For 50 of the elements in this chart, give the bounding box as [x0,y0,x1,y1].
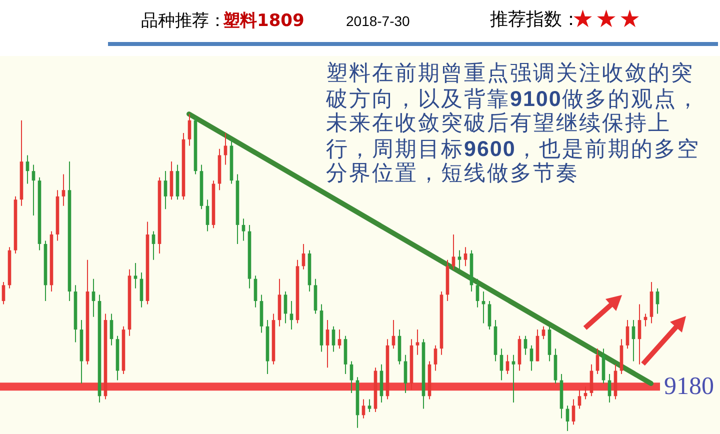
candlestick [392,320,396,350]
candlestick [590,364,594,397]
candlestick [578,389,582,410]
candlestick [452,234,456,270]
candlestick [242,218,246,242]
candlestick [26,154,30,184]
candlestick [62,174,66,206]
candlestick [596,348,600,374]
candlestick [464,246,468,267]
candlestick [524,335,528,356]
candlestick [338,329,342,350]
candlestick [626,320,630,350]
candlestick [224,132,228,166]
candlestick [434,344,438,372]
text: 9180 [664,372,714,402]
candlestick [488,300,492,330]
candlestick [476,278,480,308]
candlestick [332,326,336,352]
candlestick [206,199,210,232]
text: 塑料在前期曾重点强调关注收敛的突破方向，以及背靠9100做多的观点，未来在收敛突破后有望继续保持上行，周期目标9600，也是前期的多空分界位置，短线做多节奏 [326,61,700,186]
candlestick [110,313,114,346]
candlestick [326,320,330,368]
candlestick [2,282,6,305]
text: 2018-7-30 [346,13,410,30]
candlestick [566,405,570,432]
candlestick [152,230,156,260]
candlestick [368,398,372,412]
candlestick [416,329,420,356]
candlestick [164,170,168,210]
candlestick [530,344,534,372]
candlestick [362,398,366,419]
candlestick [92,278,96,318]
candlestick [134,262,138,289]
candlestick [254,275,258,308]
candlestick [638,304,642,365]
candlestick [572,398,576,426]
candlestick [188,114,192,146]
candlestick [350,360,354,394]
candlestick [32,164,36,216]
candlestick [302,243,306,270]
candlestick [404,354,408,394]
candlestick [140,272,144,308]
candlestick [542,326,546,340]
candlestick [506,354,510,374]
candlestick [656,288,660,314]
candlestick [500,348,504,381]
candlestick [632,320,636,362]
candlestick [290,300,294,330]
candlestick [458,250,462,270]
candlestick [284,291,288,324]
